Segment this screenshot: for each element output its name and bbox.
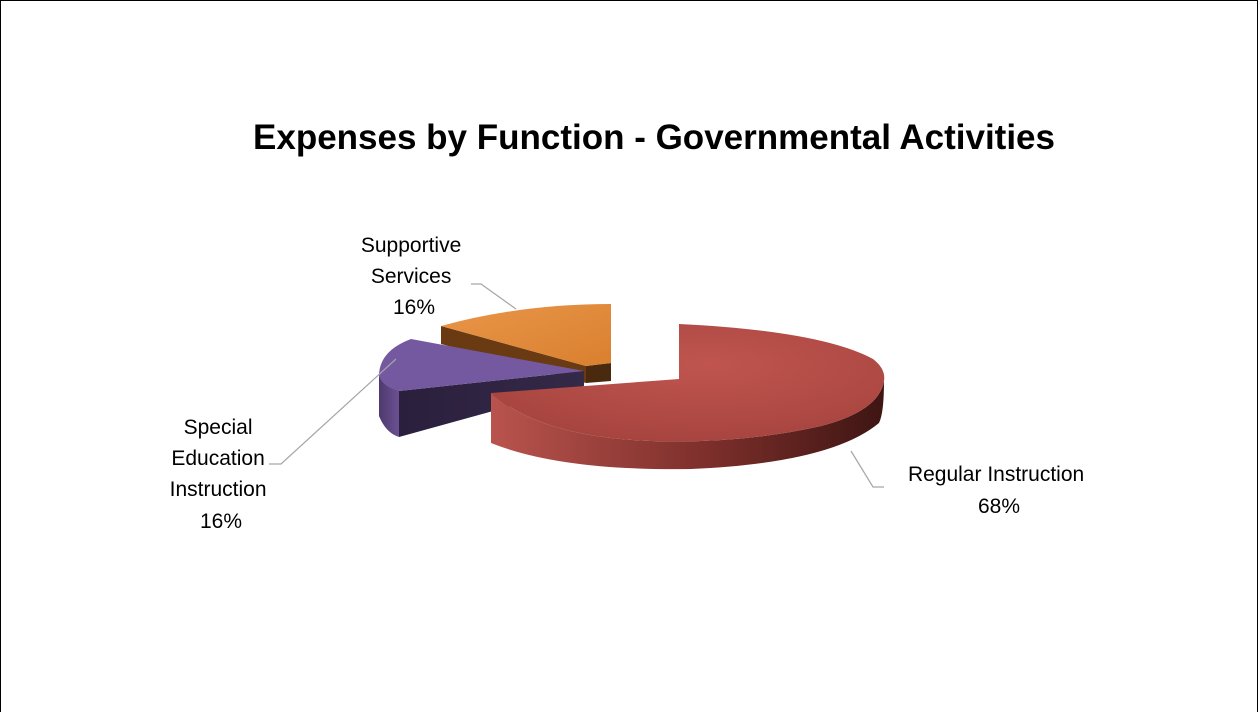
slice-label-line: Instruction [170,478,267,501]
slice-top [441,304,611,366]
slice-label-line: Regular Instruction [908,463,1084,486]
slice-top [379,339,584,391]
slice-label-special-education-instruction: Special Education Instruction 16% [170,416,273,533]
leader-line-special-education [269,358,397,465]
pie-slice-regular-instruction [491,324,885,470]
slice-percent-label: 16% [200,510,242,533]
slice-label-line: Supportive [361,234,461,257]
slice-label-supportive-services: Supportive Services 16% [361,234,467,319]
leader-line-supportive-services [471,283,517,310]
slice-side [491,381,884,470]
slice-cut-face [586,363,611,383]
slice-top [491,324,885,442]
slice-label-regular-instruction: Regular Instruction 68% [908,463,1090,518]
chart-title: Expenses by Function - Governmental Acti… [253,118,1055,157]
slice-percent-label: 16% [393,296,435,319]
slice-label-line: Education [171,447,264,470]
slice-percent-label: 68% [978,495,1020,518]
slice-label-line: Services [371,265,452,288]
slice-side [379,376,399,437]
leader-line-regular-instruction [850,450,884,488]
slice-label-line: Special [184,416,253,439]
